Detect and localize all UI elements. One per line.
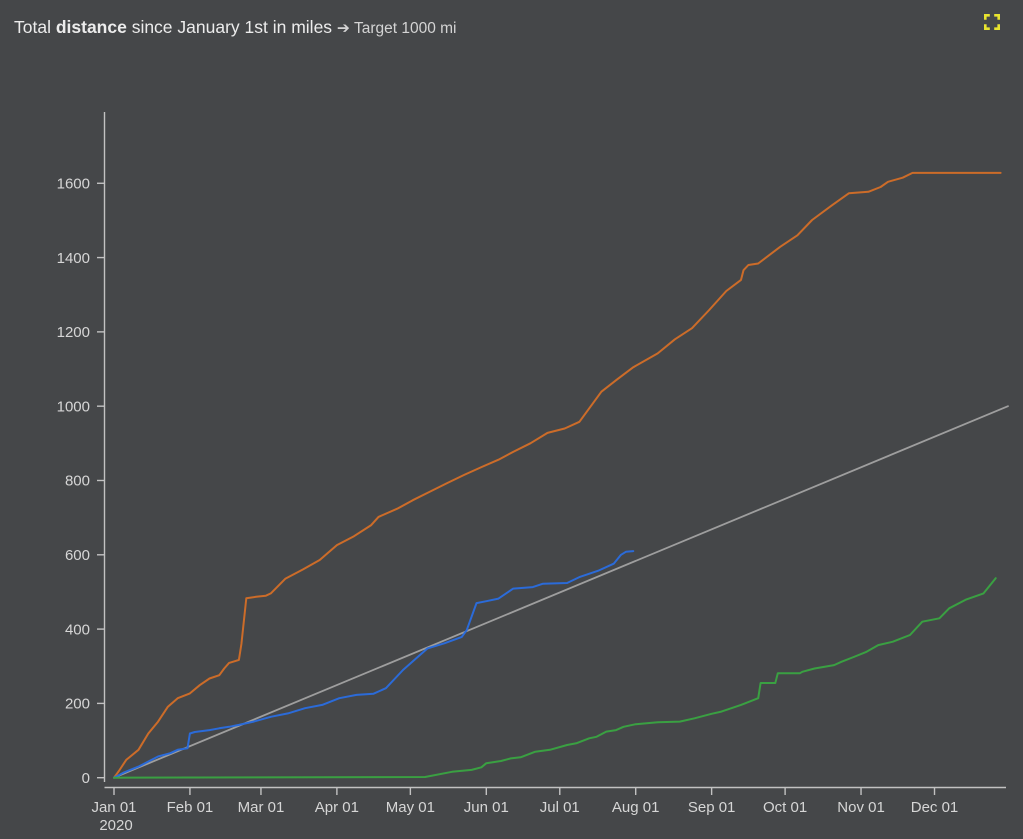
title-target: Target 1000 mi xyxy=(349,20,457,37)
x-tick-label: Mar 01 xyxy=(238,799,285,816)
y-tick-label: 1000 xyxy=(57,398,90,415)
y-tick-label: 1600 xyxy=(57,175,90,192)
chart-title: Total distance since January 1st in mile… xyxy=(14,16,456,40)
series-line-orange xyxy=(113,171,1002,779)
x-tick-label: Feb 01 xyxy=(167,799,214,816)
x-tick-label: Aug 01 xyxy=(612,799,660,816)
x-tick-year-label: 2020 xyxy=(99,817,132,834)
fullscreen-icon[interactable] xyxy=(983,13,1001,31)
x-tick-label: Oct 01 xyxy=(763,799,807,816)
x-tick-label: Jul 01 xyxy=(540,799,580,816)
title-bold-word: distance xyxy=(55,17,127,37)
y-tick-label: 200 xyxy=(65,696,90,713)
target-line xyxy=(113,405,1009,779)
y-tick-label: 1200 xyxy=(57,324,90,341)
y-tick-label: 800 xyxy=(65,473,90,490)
x-tick-label: May 01 xyxy=(386,799,435,816)
y-tick-label: 0 xyxy=(82,770,90,787)
title-part1: Total xyxy=(14,17,56,37)
series-line-green xyxy=(113,577,997,779)
x-tick-label: Sep 01 xyxy=(688,799,736,816)
x-tick-label: Jan 01 xyxy=(91,799,136,816)
series-line-blue xyxy=(113,550,635,779)
y-tick-label: 1400 xyxy=(57,250,90,267)
y-tick-label: 400 xyxy=(65,621,90,638)
x-tick-label: Nov 01 xyxy=(837,799,885,816)
y-tick-label: 600 xyxy=(65,547,90,564)
x-tick-label: Jun 01 xyxy=(464,799,509,816)
arrow-icon: ➔ xyxy=(336,20,350,37)
x-tick-label: Dec 01 xyxy=(911,799,959,816)
x-tick-label: Apr 01 xyxy=(315,799,359,816)
panel-header: Total distance since January 1st in mile… xyxy=(0,0,1023,56)
chart-plot-area[interactable] xyxy=(105,110,1006,788)
title-part2: since January 1st in miles xyxy=(126,17,337,37)
